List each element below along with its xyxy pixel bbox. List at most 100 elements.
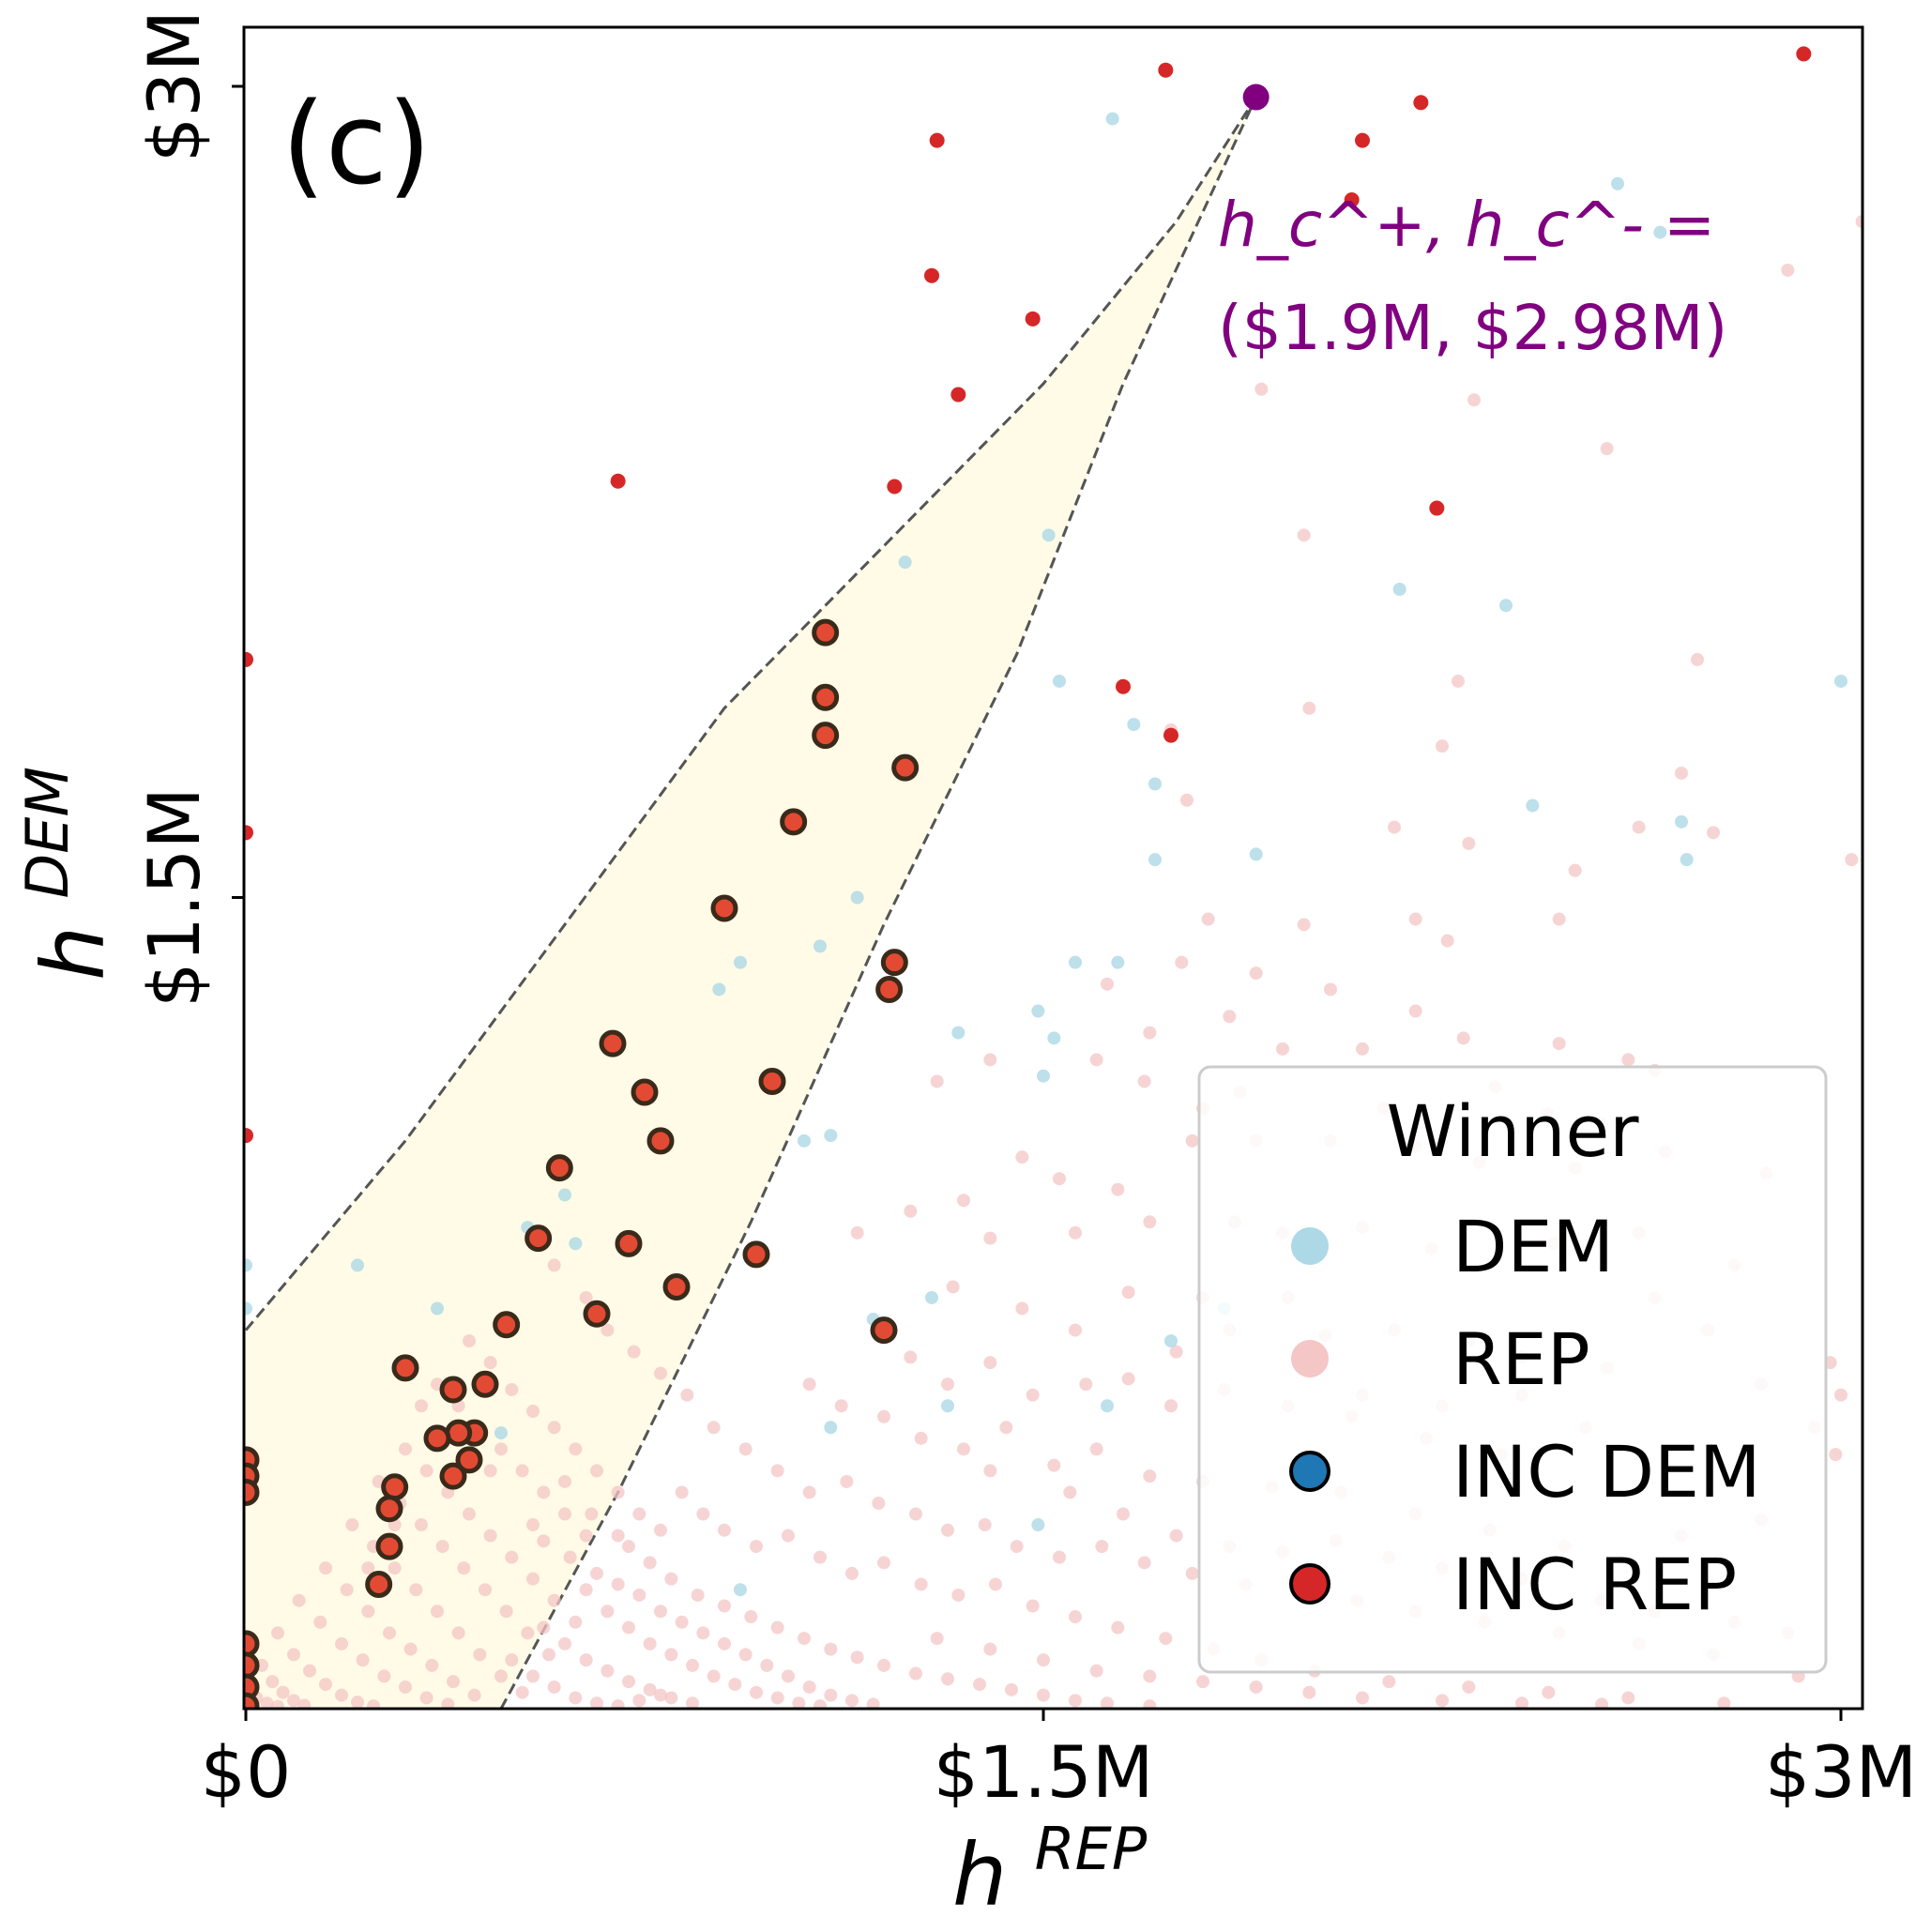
rep-point <box>1201 912 1215 926</box>
rep-point <box>728 1678 742 1692</box>
rep-point <box>356 1653 370 1667</box>
rep-point <box>770 1620 784 1635</box>
inc-rep-point <box>455 1446 483 1474</box>
legend-marker-dem <box>1291 1227 1329 1265</box>
rep-point <box>904 1350 918 1364</box>
inc-rep-point <box>525 1225 553 1253</box>
rep-point <box>802 1485 816 1499</box>
rep-point <box>1111 1182 1125 1196</box>
rep-point <box>1691 652 1704 666</box>
inc-rep-point <box>662 1272 691 1301</box>
highlight-label-line2: ($1.9M, $2.98M) <box>1218 292 1727 364</box>
rep-point <box>335 1636 348 1651</box>
dem-point <box>734 1583 747 1597</box>
rep-point <box>802 1377 816 1392</box>
y-axis-label-sup: DEM <box>13 767 82 898</box>
rep-point <box>1015 1301 1029 1316</box>
rep-point <box>1462 1680 1476 1694</box>
rep-point <box>361 1605 375 1619</box>
rep-point <box>276 1685 290 1699</box>
rep-point <box>1143 1026 1157 1040</box>
rep-point <box>526 1518 540 1532</box>
dem-point <box>1047 1031 1061 1045</box>
rep-point <box>399 1680 412 1694</box>
rep-point <box>686 1696 699 1709</box>
rep-point <box>1053 1172 1066 1186</box>
legend-label-inc-dem: INC DEM <box>1452 1430 1761 1514</box>
inc-rep-point <box>875 975 904 1003</box>
dem-point <box>813 939 827 953</box>
rep-point <box>750 1685 763 1699</box>
rep-point <box>1249 966 1263 981</box>
rep-point <box>622 1675 635 1689</box>
rep-point <box>1026 1599 1040 1613</box>
rep-point <box>526 1405 540 1419</box>
dem-point <box>1653 225 1667 239</box>
rep-point <box>707 1421 721 1435</box>
rep-point <box>1053 1550 1066 1564</box>
rep-point <box>1185 1566 1199 1580</box>
rep-point <box>1143 1699 1157 1709</box>
rep-point <box>499 1605 513 1619</box>
rep-point <box>383 1626 396 1640</box>
rep-point <box>313 1615 327 1629</box>
rep-point <box>1185 1133 1199 1148</box>
rep-point <box>1356 1042 1369 1056</box>
rep-point <box>1855 215 1863 229</box>
rep-point <box>654 1605 667 1619</box>
dem-point <box>1680 853 1694 867</box>
rep-point <box>643 1636 657 1651</box>
rep-point <box>1079 1377 1093 1392</box>
rep-point <box>738 1648 753 1662</box>
rep-point <box>792 1696 806 1709</box>
legend-label-inc-rep: INC REP <box>1452 1543 1737 1626</box>
rep-point <box>675 1615 689 1629</box>
rep-point <box>1095 1540 1109 1554</box>
rep-point <box>824 1642 838 1656</box>
rep-point <box>930 1632 944 1646</box>
dem-point <box>1148 853 1162 867</box>
rep-point <box>585 1507 599 1521</box>
inc-rep-point <box>742 1240 770 1269</box>
region-fill <box>246 97 1256 1709</box>
inc-rep-point <box>365 1570 393 1598</box>
rep-point <box>483 1356 497 1370</box>
rep-point <box>824 1688 838 1702</box>
dem-point <box>1164 1334 1178 1348</box>
rep-point <box>951 1588 966 1602</box>
rep-point <box>983 1356 997 1370</box>
rep-point <box>340 1583 354 1597</box>
rep-point <box>632 1507 646 1521</box>
rep-point <box>515 1685 529 1699</box>
dem-point <box>951 1026 966 1040</box>
rep-point <box>479 1583 492 1597</box>
rep-point <box>319 1561 332 1575</box>
inc-rep-small-point <box>244 825 253 841</box>
rep-point <box>1121 1285 1135 1300</box>
rep-point <box>377 1669 391 1683</box>
rep-point <box>579 1529 593 1543</box>
rep-point <box>680 1388 694 1402</box>
legend-title: Winner <box>1387 1089 1640 1173</box>
rep-point <box>622 1540 635 1554</box>
dem-point <box>1611 176 1624 190</box>
legend: Winner DEM REP INC DEM INC REP <box>1197 1065 1828 1674</box>
rep-point <box>547 1680 561 1694</box>
dem-point <box>1037 1069 1050 1083</box>
inc-rep-point <box>493 1311 521 1339</box>
dem-point <box>558 1188 571 1202</box>
rep-point <box>611 1699 625 1709</box>
rep-point <box>664 1572 678 1586</box>
rep-point <box>654 1688 667 1702</box>
rep-point <box>686 1658 699 1672</box>
rep-point <box>750 1540 763 1554</box>
rep-point <box>1164 1399 1178 1413</box>
rep-point <box>1717 1696 1731 1709</box>
rep-point <box>463 1507 476 1521</box>
rep-point <box>738 1442 753 1456</box>
rep-point <box>622 1620 635 1635</box>
inc-rep-point <box>445 1419 473 1447</box>
rep-point <box>909 1507 922 1521</box>
rep-point <box>569 1442 583 1456</box>
rep-point <box>1089 1664 1103 1678</box>
